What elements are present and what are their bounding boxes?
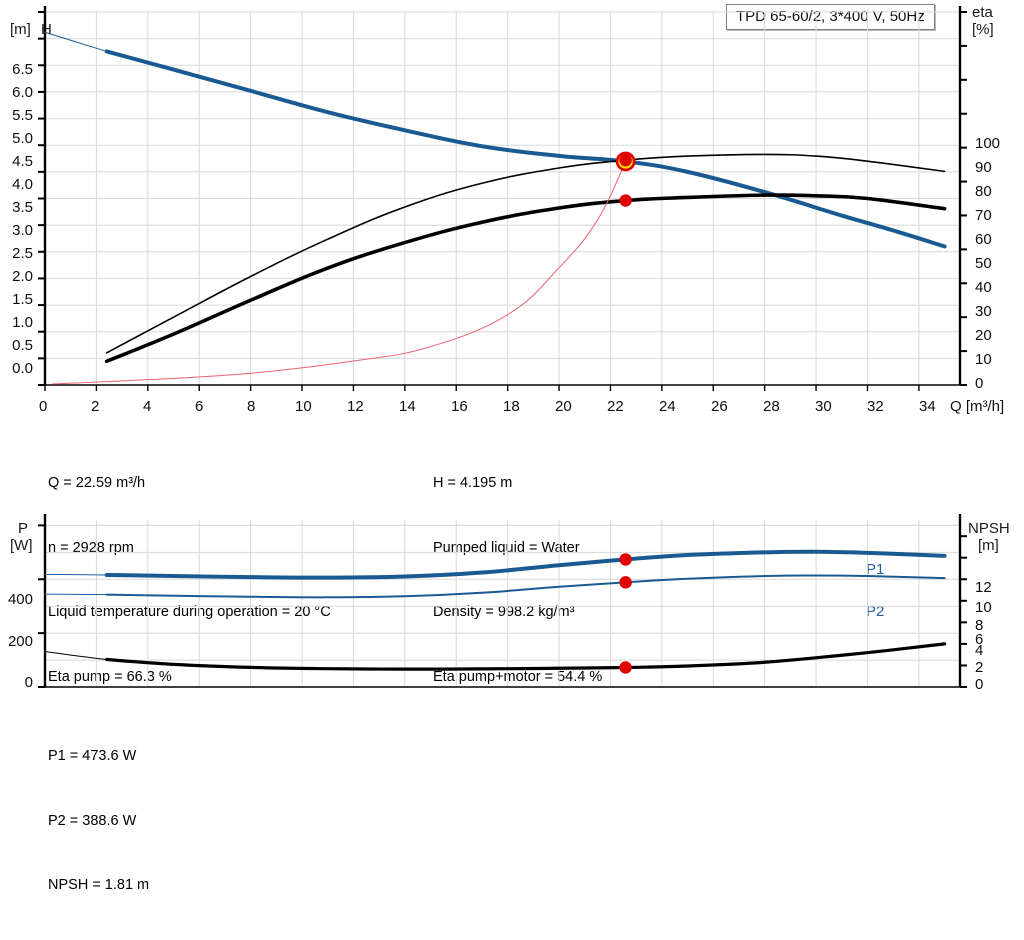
curve-label-p1: P1 (866, 561, 885, 578)
left-axis-symbol: H (41, 21, 52, 38)
duty-text-eta-pump-motor: Eta pump+motor = 54.4 % (433, 668, 603, 685)
top-chart-plot (38, 6, 967, 391)
h-tick-1.0: 1.0 (12, 314, 33, 331)
npsh-tick-0: 0 (975, 676, 984, 693)
q-tick-10: 10 (295, 398, 312, 415)
q-tick-34: 34 (919, 398, 936, 415)
q-tick-4: 4 (143, 398, 152, 415)
npsh-tick-2: 2 (975, 659, 984, 676)
bottom-chart-right-axis-unit: [m] (978, 537, 999, 554)
eta-tick-50: 50 (975, 255, 992, 272)
h-tick-5.5: 5.5 (12, 107, 33, 124)
q-axis-label: Q [m³/h] (950, 398, 1005, 415)
q-tick-32: 32 (867, 398, 884, 415)
q-tick-8: 8 (247, 398, 256, 415)
p-tick-200: 200 (7, 633, 33, 650)
eta-tick-90: 90 (975, 159, 992, 176)
q-tick-0: 0 (39, 398, 48, 415)
top-chart-left-axis-title: H (16, 4, 52, 55)
q-tick-14: 14 (399, 398, 416, 415)
top-chart-left-axis-unit: [m] (10, 21, 31, 38)
eta-tick-20: 20 (975, 327, 992, 344)
power-text-npsh: NPSH = 1.81 m (48, 877, 150, 893)
eta-tick-40: 40 (975, 279, 992, 296)
pump-performance-sheet: H [m] eta [%] TPD 65-60/2, 3*400 V, 50Hz… (7, 4, 1010, 893)
power-text-p1: P1 = 473.6 W (48, 748, 137, 764)
p-tick-400: 400 (7, 591, 33, 608)
duty-text-liquid: Pumped liquid = Water (433, 539, 580, 556)
h-tick-5.0: 5.0 (12, 130, 33, 147)
curve-label-p2: P2 (866, 603, 885, 620)
q-tick-30: 30 (815, 398, 832, 415)
bottom-chart-plot (38, 514, 967, 688)
power-text-p2: P2 = 388.6 W (48, 812, 137, 829)
h-tick-2.0: 2.0 (12, 268, 33, 285)
eta-tick-70: 70 (975, 207, 992, 224)
h-tick-0.0: 0.0 (12, 360, 33, 377)
q-tick-16: 16 (451, 398, 468, 415)
npsh-tick-8: 8 (975, 617, 984, 634)
eta-tick-30: 30 (975, 303, 992, 320)
h-tick-2.5: 2.5 (12, 245, 33, 262)
npsh-tick-6: 6 (975, 631, 984, 648)
eta-tick-100: 100 (975, 135, 1001, 152)
h-tick-6.0: 6.0 (12, 84, 33, 101)
bottom-chart-right-axis-title: NPSH (968, 520, 1010, 537)
eta-tick-10: 10 (975, 351, 992, 368)
q-tick-24: 24 (659, 398, 676, 415)
bottom-chart-left-axis-unit: [W] (10, 537, 33, 554)
h-tick-0.5: 0.5 (12, 337, 33, 354)
p-tick-0: 0 (24, 674, 33, 691)
power-results-block: P1 = 473.6 W P2 = 388.6 W NPSH = 1.81 m (48, 703, 149, 940)
h-tick-3.5: 3.5 (12, 199, 33, 216)
npsh-tick-12: 12 (975, 579, 992, 596)
h-tick-4.5: 4.5 (12, 153, 33, 170)
h-tick-6.5: 6.5 (12, 61, 33, 78)
duty-point-column-2: H = 4.195 m Pumped liquid = Water Densit… (433, 430, 602, 731)
duty-text-h: H = 4.195 m (433, 475, 513, 491)
eta-tick-60: 60 (975, 231, 992, 248)
h-tick-4.0: 4.0 (12, 176, 33, 193)
bottom-chart-left-axis-title: P (18, 520, 29, 537)
q-tick-6: 6 (195, 398, 204, 415)
top-chart-right-axis-title: eta (972, 4, 993, 21)
top-chart-right-axis-unit: [%] (972, 21, 994, 38)
q-tick-28: 28 (763, 398, 780, 415)
q-tick-2: 2 (91, 398, 100, 415)
q-tick-20: 20 (555, 398, 572, 415)
q-tick-12: 12 (347, 398, 364, 415)
npsh-tick-4: 4 (975, 642, 984, 659)
duty-text-density: Density = 998.2 kg/m³ (433, 604, 575, 620)
h-tick-3.0: 3.0 (12, 222, 33, 239)
npsh-tick-10: 10 (975, 599, 992, 616)
eta-tick-80: 80 (975, 183, 992, 200)
q-tick-22: 22 (607, 398, 624, 415)
duty-text-temp: Liquid temperature during operation = 20… (48, 604, 331, 620)
h-tick-1.5: 1.5 (12, 291, 33, 308)
duty-text-q: Q = 22.59 m³/h (48, 475, 146, 491)
q-tick-18: 18 (503, 398, 520, 415)
eta-tick-0: 0 (975, 375, 984, 392)
q-tick-26: 26 (711, 398, 728, 415)
duty-point-column-1: Q = 22.59 m³/h n = 2928 rpm Liquid tempe… (48, 430, 331, 731)
